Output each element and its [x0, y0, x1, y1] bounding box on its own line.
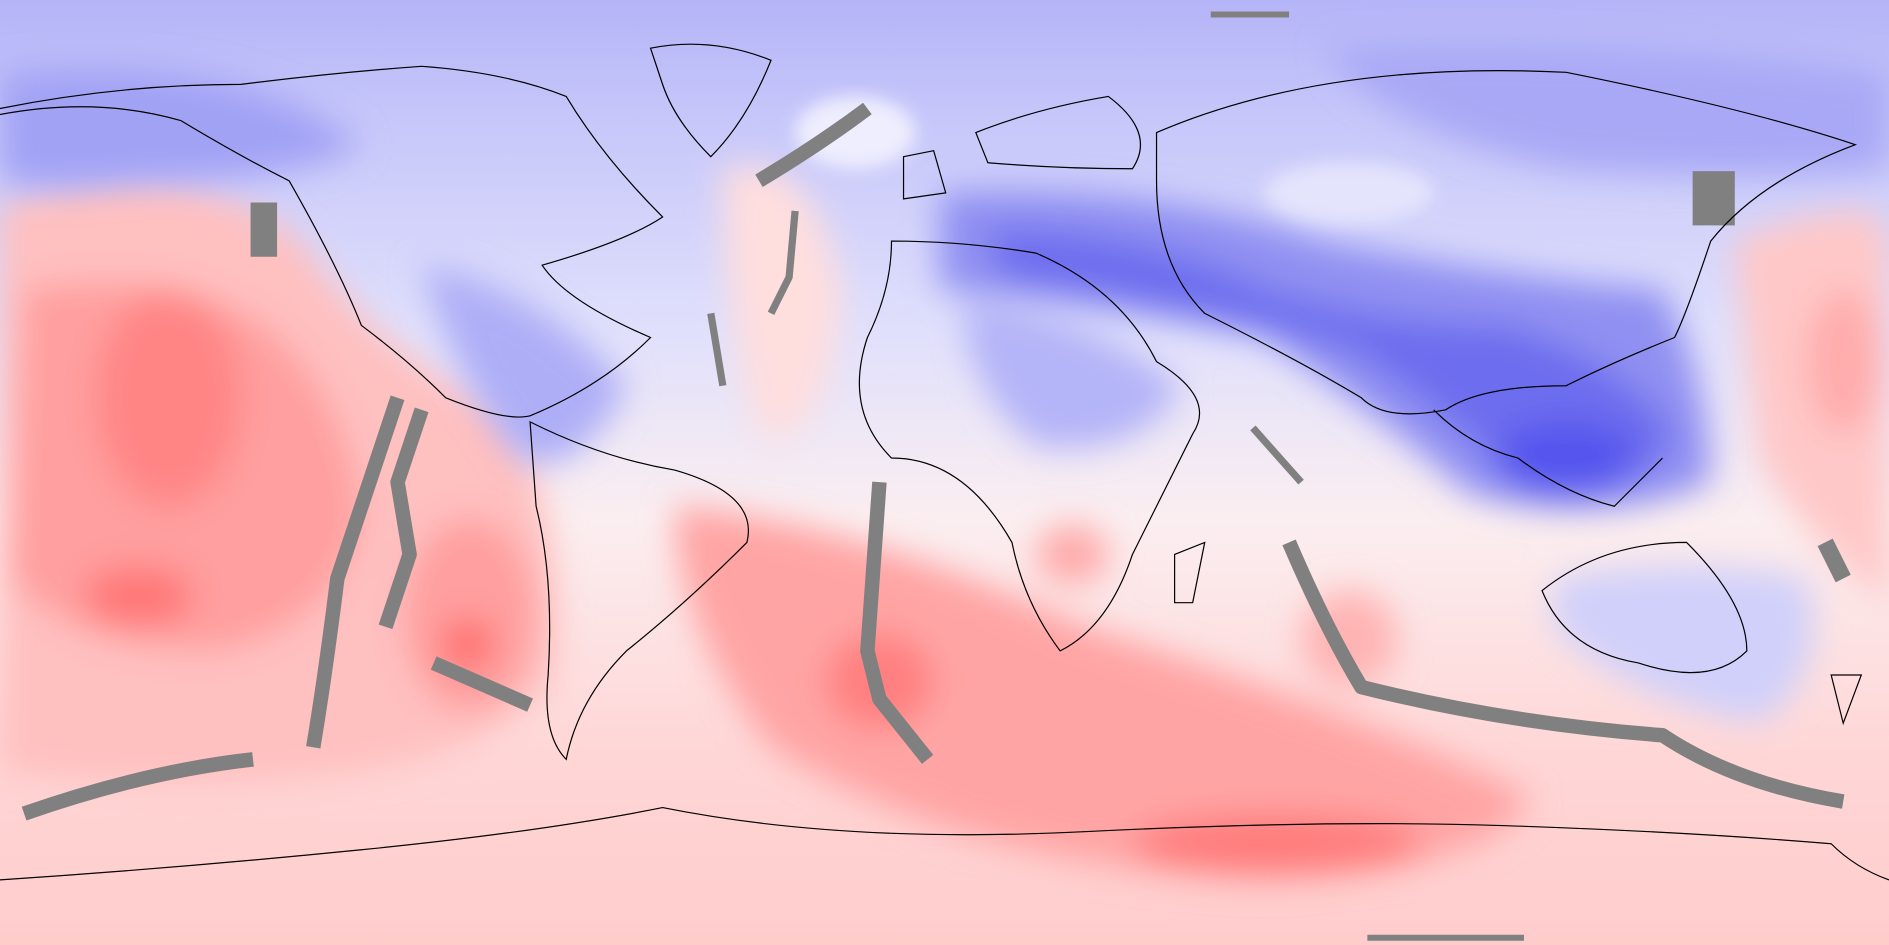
cold-anomalies: [0, 45, 1889, 724]
light-zones: [795, 96, 1434, 223]
warm-anomalies: [0, 165, 1889, 880]
coastlines: [0, 43, 1889, 881]
missing-data: [21, 11, 1851, 941]
